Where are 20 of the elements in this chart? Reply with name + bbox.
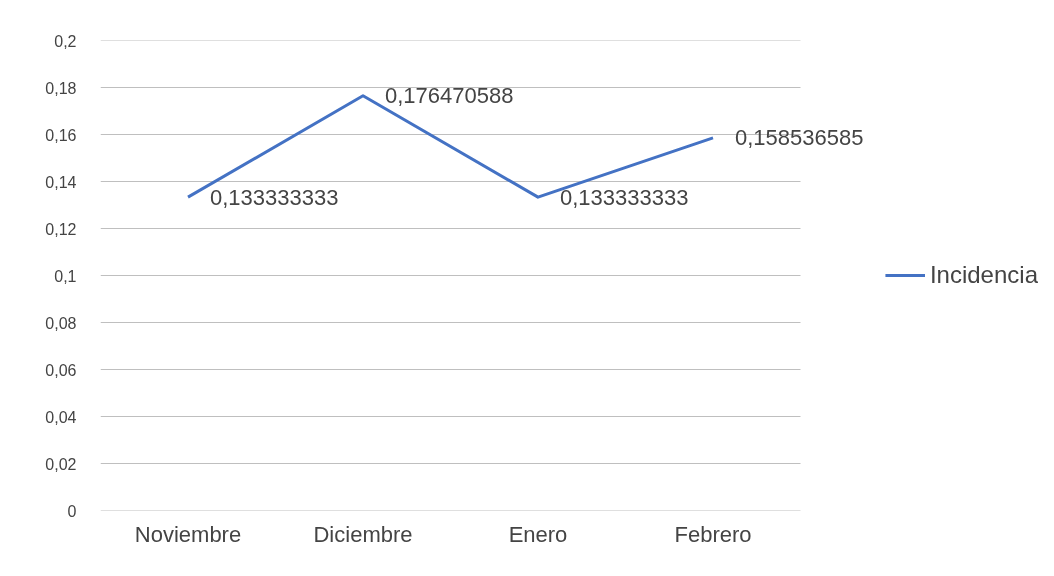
y-tick-label: 0,16 xyxy=(45,126,77,144)
y-tick-label: 0,08 xyxy=(45,314,77,332)
y-tick-label: 0,06 xyxy=(45,361,77,379)
y-tick-label: 0,1 xyxy=(54,267,77,285)
x-tick-label: Noviembre xyxy=(134,521,242,547)
data-label: 0,176470588 xyxy=(385,83,514,109)
y-tick-label: 0 xyxy=(67,502,77,520)
y-tick-label: 0,04 xyxy=(45,408,77,426)
data-label: 0,133333333 xyxy=(560,184,689,210)
y-tick-label: 0,02 xyxy=(45,455,77,473)
y-tick-label: 0,12 xyxy=(45,220,77,238)
x-tick-label: Enero xyxy=(508,521,568,547)
data-label: 0,133333333 xyxy=(210,184,339,210)
x-tick-label: Diciembre xyxy=(313,521,413,547)
x-tick-label: Febrero xyxy=(674,521,752,547)
y-tick-label: 0,18 xyxy=(45,79,77,97)
data-label: 0,158536585 xyxy=(735,125,864,151)
y-tick-label: 0,2 xyxy=(54,32,77,50)
y-tick-label: 0,14 xyxy=(45,173,77,191)
legend-label: Incidencia xyxy=(929,261,1038,289)
